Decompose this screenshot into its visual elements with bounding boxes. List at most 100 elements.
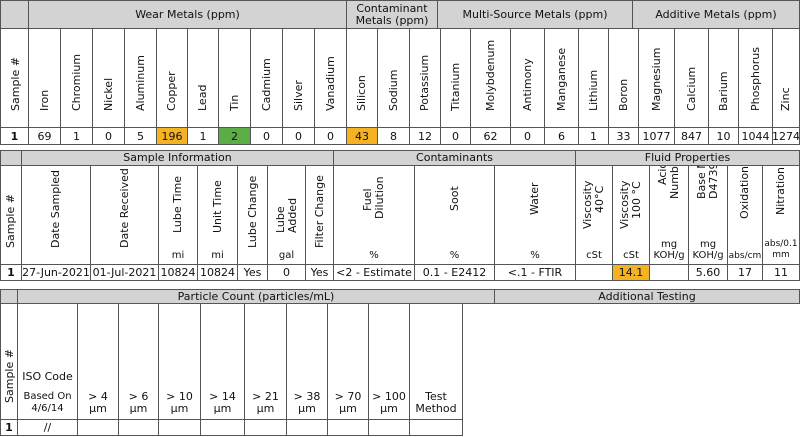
particle-size-header: > 10 µm xyxy=(158,303,201,420)
fluid-properties-label: Fluid Properties xyxy=(644,151,731,164)
particle-size-value xyxy=(200,419,245,436)
table1-sample-cell: 1 xyxy=(0,127,29,145)
cadmium-label: Cadmium xyxy=(259,58,273,111)
table2-sample-cell: 1 xyxy=(0,264,22,281)
unit-time-label: Unit Time xyxy=(210,180,224,233)
copper-value-text: 196 xyxy=(161,129,183,143)
potassium-header: Potassium xyxy=(409,28,441,128)
lube-time-header: Lube Time mi xyxy=(158,165,198,265)
particle-size-unit: µm xyxy=(256,402,275,415)
base-number-header: Base No. D4739 mg KOH/g xyxy=(688,165,728,265)
barium-value-text: 10 xyxy=(716,129,731,143)
fuel-dilution-text: <2 - Estimate xyxy=(336,266,412,279)
barium-header: Barium xyxy=(708,28,739,128)
particle-size-unit: µm xyxy=(89,402,107,415)
multi-source-label: Multi-Source Metals (ppm) xyxy=(462,7,608,21)
phosphorus-header: Phosphorus xyxy=(738,28,773,128)
particle-count-label: Particle Count (particles/mL) xyxy=(177,289,335,303)
test-method-header: Test Method xyxy=(409,303,463,420)
additive-metals-group: Additive Metals (ppm) xyxy=(632,0,800,29)
iso-code-value: // xyxy=(17,419,78,436)
nitration-unit-line-2: mm xyxy=(772,250,790,260)
unit-time-text: 10824 xyxy=(200,266,235,279)
particle-size-value xyxy=(158,419,201,436)
nickel-value-text: 0 xyxy=(105,129,112,143)
contaminant-metals-label-2: Metals (ppm) xyxy=(355,13,429,27)
date-sampled-value: 27-Jun-2021 xyxy=(21,264,91,281)
tin-label: Tin xyxy=(227,94,241,111)
base-number-label-2: D4739 xyxy=(707,165,720,199)
base-unit-line-2: KOH/g xyxy=(692,250,724,261)
copper-value: 196 xyxy=(156,127,188,145)
water-unit: % xyxy=(530,250,540,261)
manganese-value: 6 xyxy=(544,127,579,145)
particle-size-value xyxy=(327,419,369,436)
molybdenum-header: Molybdenum xyxy=(470,28,511,128)
sodium-label: Sodium xyxy=(386,69,400,111)
aluminum-header: Aluminum xyxy=(124,28,157,128)
table1-corner xyxy=(0,0,29,29)
calcium-header: Calcium xyxy=(674,28,709,128)
table3-corner xyxy=(0,289,18,304)
nitration-header: Nitration abs/0.1 mm xyxy=(762,165,800,265)
cadmium-value-text: 0 xyxy=(263,129,270,143)
table3-sample-header: Sample # xyxy=(0,303,18,420)
additional-testing-group: Additional Testing xyxy=(494,289,800,304)
particle-size-value xyxy=(118,419,159,436)
oxidation-label: Oxidation xyxy=(738,165,751,219)
titanium-header: Titanium xyxy=(440,28,471,128)
date-sampled-header: Date Sampled xyxy=(21,165,91,265)
nitration-unit: abs/0.1 mm xyxy=(763,239,799,261)
lube-time-text: 10824 xyxy=(160,266,196,279)
oxidation-header: Oxidation abs/cm xyxy=(727,165,763,265)
viscosity-100-value: 14.1 xyxy=(612,264,650,281)
lube-added-text: 0 xyxy=(283,266,290,279)
calcium-value-text: 847 xyxy=(681,129,702,143)
table3-sample-cell: 1 xyxy=(0,419,18,436)
particle-size-unit: µm xyxy=(339,402,357,415)
lead-label: Lead xyxy=(196,84,209,111)
particle-size-unit: µm xyxy=(129,402,148,415)
vanadium-label: Vanadium xyxy=(323,56,337,111)
fuel-dilution-label-2: Dilution xyxy=(373,176,386,219)
phosphorus-label: Phosphorus xyxy=(748,47,762,111)
titanium-value: 0 xyxy=(440,127,471,145)
barium-value: 10 xyxy=(708,127,739,145)
particle-size-unit: µm xyxy=(380,402,398,415)
tin-header: Tin xyxy=(218,28,251,128)
iso-code-header: ISO Code Based On 4/6/14 xyxy=(17,303,78,420)
fuel-dilution-value: <2 - Estimate xyxy=(333,264,415,281)
soot-label: Soot xyxy=(447,186,461,211)
calcium-label: Calcium xyxy=(684,66,698,111)
oxidation-unit: abs/cm xyxy=(728,251,762,261)
lithium-value: 1 xyxy=(578,127,609,145)
cadmium-value: 0 xyxy=(250,127,283,145)
particle-size-header: > 38 µm xyxy=(286,303,328,420)
sample-number: 1 xyxy=(5,421,13,434)
lead-value: 1 xyxy=(187,127,219,145)
zinc-value-text: 1274 xyxy=(772,129,800,143)
barium-label: Barium xyxy=(716,71,730,111)
additional-testing-label: Additional Testing xyxy=(598,289,696,303)
magnesium-value: 1077 xyxy=(638,127,675,145)
test-method-value xyxy=(409,419,463,436)
lube-added-value: 0 xyxy=(267,264,306,281)
phosphorus-value: 1044 xyxy=(738,127,773,145)
nitration-label: Nitration xyxy=(774,167,787,215)
viscosity-40-value xyxy=(575,264,613,281)
viscosity-100-text: 14.1 xyxy=(618,266,644,279)
date-sampled-text: 27-Jun-2021 xyxy=(22,266,90,279)
date-received-value: 01-Jul-2021 xyxy=(90,264,159,281)
silicon-label: Silicon xyxy=(355,75,368,111)
oxidation-value: 17 xyxy=(727,264,763,281)
silver-value: 0 xyxy=(282,127,315,145)
multi-source-metals-group: Multi-Source Metals (ppm) xyxy=(437,0,633,29)
lube-time-value: 10824 xyxy=(158,264,198,281)
magnesium-label: Magnesium xyxy=(649,47,663,111)
silver-header: Silver xyxy=(282,28,315,128)
soot-unit: % xyxy=(449,250,460,261)
particle-size-label: > 6 xyxy=(128,390,149,403)
lube-time-label: Lube Time xyxy=(171,175,184,233)
unit-time-unit: mi xyxy=(211,250,224,261)
antimony-label: Antimony xyxy=(520,58,534,111)
